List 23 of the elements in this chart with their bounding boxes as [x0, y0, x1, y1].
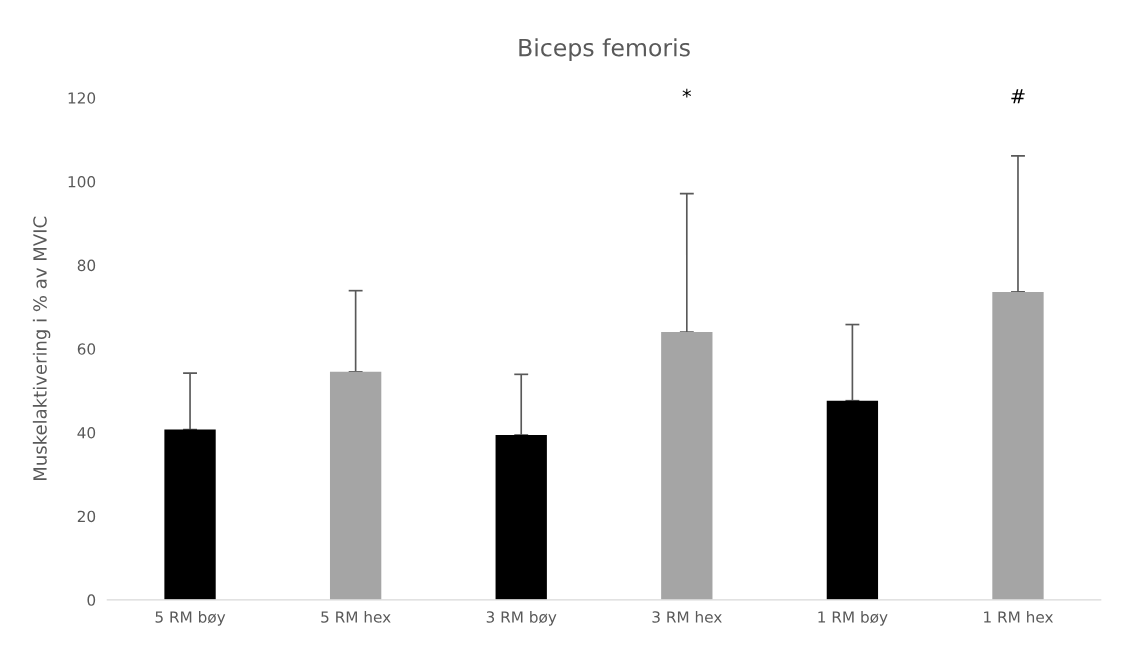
y-tick-label: 60: [77, 343, 96, 355]
chart-title: Biceps femoris: [519, 38, 690, 62]
y-tick-label: 20: [77, 510, 96, 523]
x-tick-label: 1 RM bøy: [818, 610, 888, 626]
y-tick-label: 120: [68, 92, 96, 104]
bar: [495, 435, 547, 600]
y-tick-label: 40: [77, 426, 96, 439]
y-tick-label: 80: [77, 259, 96, 272]
y-axis-title: Muskelaktivering i % av MVIC: [32, 216, 51, 480]
text: *: [682, 88, 692, 98]
x-tick-label: 5 RM hex: [321, 610, 391, 623]
annotation: #: [1011, 89, 1025, 104]
bar: [164, 429, 216, 600]
x-tick-label: 3 RM bøy: [486, 610, 557, 626]
x-tick-label: 3 RM hex: [652, 610, 722, 623]
bar: [661, 332, 713, 600]
y-tick-label: 0: [87, 594, 96, 606]
x-tick-label: 5 RM bøy: [155, 610, 226, 626]
bar: [992, 291, 1044, 600]
y-tick-label: 100: [68, 175, 96, 188]
bar: [329, 371, 382, 600]
x-tick-label: 1 RM hex: [984, 610, 1054, 623]
bar: [826, 400, 879, 600]
